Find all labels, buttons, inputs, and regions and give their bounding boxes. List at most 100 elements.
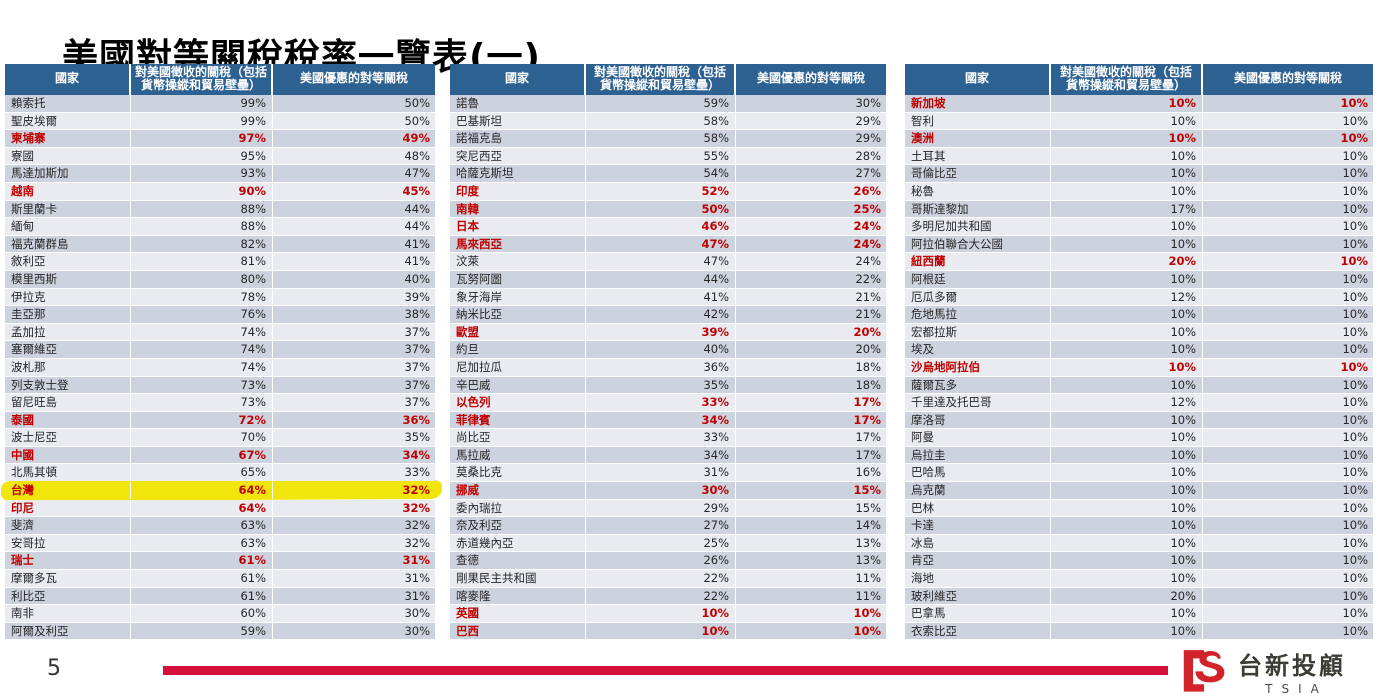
country-cell: 聖皮埃爾 [5,112,131,130]
reciprocal-tariff-cell: 10% [1203,95,1373,112]
header-tariff-charged: 對美國徵收的關稅（包括貨幣操縱和貿易壁壘） [131,64,273,95]
reciprocal-tariff-cell: 17% [736,446,886,464]
table-row: 印度 52% 26% [450,182,886,201]
tariff-charged-cell: 10% [1051,411,1203,429]
table-row: 塞爾維亞 74% 37% [5,341,435,359]
country-cell: 以色列 [450,394,586,411]
table-row: 圭亞那 76% 38% [5,306,435,324]
country-cell: 烏拉圭 [905,446,1051,464]
reciprocal-tariff-cell: 10% [1203,605,1373,622]
country-cell: 多明尼加共和國 [905,218,1051,235]
country-cell: 厄瓜多爾 [905,288,1051,306]
reciprocal-tariff-cell: 10% [1203,517,1373,534]
table-row: 北馬其頓 65% 33% [5,464,435,483]
country-cell: 印度 [450,182,586,200]
reciprocal-tariff-cell: 13% [736,552,886,570]
reciprocal-tariff-cell: 50% [273,112,435,130]
table-row: 沙烏地阿拉伯 10% 10% [905,358,1373,377]
tariff-charged-cell: 29% [586,499,736,517]
table-row: 莫桑比克 31% 16% [450,464,886,483]
country-cell: 南非 [5,605,131,622]
table-row: 納米比亞 42% 21% [450,306,886,324]
table-row: 印尼 64% 32% [5,499,435,518]
country-cell: 北馬其頓 [5,464,131,482]
tariff-charged-cell: 10% [1051,165,1203,182]
table-row: 巴哈馬 10% 10% [905,464,1373,483]
tariff-charged-cell: 10% [1051,358,1203,376]
table-row: 挪威 30% 15% [450,482,886,500]
header-reciprocal-tariff: 美國優惠的對等關稅 [1203,64,1373,95]
country-cell: 千里達及托巴哥 [905,394,1051,411]
table-row: 福克蘭群島 82% 41% [5,235,435,254]
country-cell: 波士尼亞 [5,429,131,446]
tariff-charged-cell: 59% [131,622,273,640]
tariff-charged-cell: 12% [1051,288,1203,306]
reciprocal-tariff-cell: 10% [1203,376,1373,394]
taishin-logo: 台新投顧 TSIA [1181,646,1346,696]
table-row: 敘利亞 81% 41% [5,253,435,271]
tariff-charged-cell: 10% [1051,622,1203,640]
country-cell: 塞爾維亞 [5,341,131,358]
tariff-charged-cell: 10% [1051,570,1203,587]
country-cell: 海地 [905,570,1051,587]
reciprocal-tariff-cell: 25% [736,200,886,218]
country-cell: 諾福克島 [450,130,586,147]
country-cell: 挪威 [450,482,586,499]
reciprocal-tariff-cell: 10% [1203,587,1373,605]
reciprocal-tariff-cell: 10% [1203,429,1373,446]
reciprocal-tariff-cell: 22% [736,270,886,288]
reciprocal-tariff-cell: 15% [736,499,886,517]
table-row: 利比亞 61% 31% [5,587,435,606]
table-row: 海地 10% 10% [905,570,1373,588]
tariff-charged-cell: 54% [586,165,736,182]
country-cell: 委內瑞拉 [450,499,586,517]
logo-text: 台新投顧 TSIA [1238,646,1346,696]
tariff-charged-cell: 46% [586,218,736,235]
tariff-charged-cell: 72% [131,411,273,429]
reciprocal-tariff-cell: 15% [736,482,886,499]
tariff-charged-cell: 73% [131,394,273,411]
reciprocal-tariff-cell: 33% [273,464,435,482]
country-cell: 哥斯達黎加 [905,200,1051,218]
reciprocal-tariff-cell: 16% [736,464,886,482]
reciprocal-tariff-cell: 10% [1203,358,1373,376]
table-row: 巴基斯坦 58% 29% [450,112,886,131]
tariff-charged-cell: 20% [1051,587,1203,605]
table-row: 薩爾瓦多 10% 10% [905,376,1373,395]
header-country: 國家 [450,64,586,95]
tariff-charged-cell: 12% [1051,394,1203,411]
table-row: 剛果民主共和國 22% 11% [450,570,886,588]
country-cell: 瑞士 [5,552,131,570]
tariff-charged-cell: 50% [586,200,736,218]
reciprocal-tariff-cell: 40% [273,270,435,288]
reciprocal-tariff-cell: 41% [273,235,435,253]
country-cell: 巴西 [450,622,586,640]
country-cell: 危地馬拉 [905,306,1051,323]
tariff-charged-cell: 97% [131,130,273,147]
reciprocal-tariff-cell: 10% [1203,394,1373,411]
table-row: 南韓 50% 25% [450,200,886,219]
tariff-charged-cell: 63% [131,517,273,534]
country-cell: 突尼西亞 [450,147,586,165]
tariff-charged-cell: 30% [586,482,736,499]
tariff-charged-cell: 74% [131,323,273,341]
country-cell: 秘魯 [905,182,1051,200]
tariff-charged-cell: 64% [131,499,273,517]
reciprocal-tariff-cell: 44% [273,200,435,218]
country-cell: 諾魯 [450,95,586,112]
reciprocal-tariff-cell: 10% [1203,288,1373,306]
country-cell: 馬達加斯加 [5,165,131,182]
country-cell: 赤道幾內亞 [450,534,586,552]
tariff-charged-cell: 10% [1051,270,1203,288]
country-cell: 澳洲 [905,130,1051,147]
reciprocal-tariff-cell: 32% [273,534,435,552]
tariff-charged-cell: 65% [131,464,273,482]
country-cell: 智利 [905,112,1051,130]
table-row: 查德 26% 13% [450,552,886,571]
tariff-table-3: 國家 對美國徵收的關稅（包括貨幣操縱和貿易壁壘） 美國優惠的對等關稅 新加坡 10… [905,64,1373,641]
country-cell: 歐盟 [450,323,586,341]
table-row: 秘魯 10% 10% [905,182,1373,201]
reciprocal-tariff-cell: 28% [736,147,886,165]
tariff-charged-cell: 10% [1051,341,1203,358]
